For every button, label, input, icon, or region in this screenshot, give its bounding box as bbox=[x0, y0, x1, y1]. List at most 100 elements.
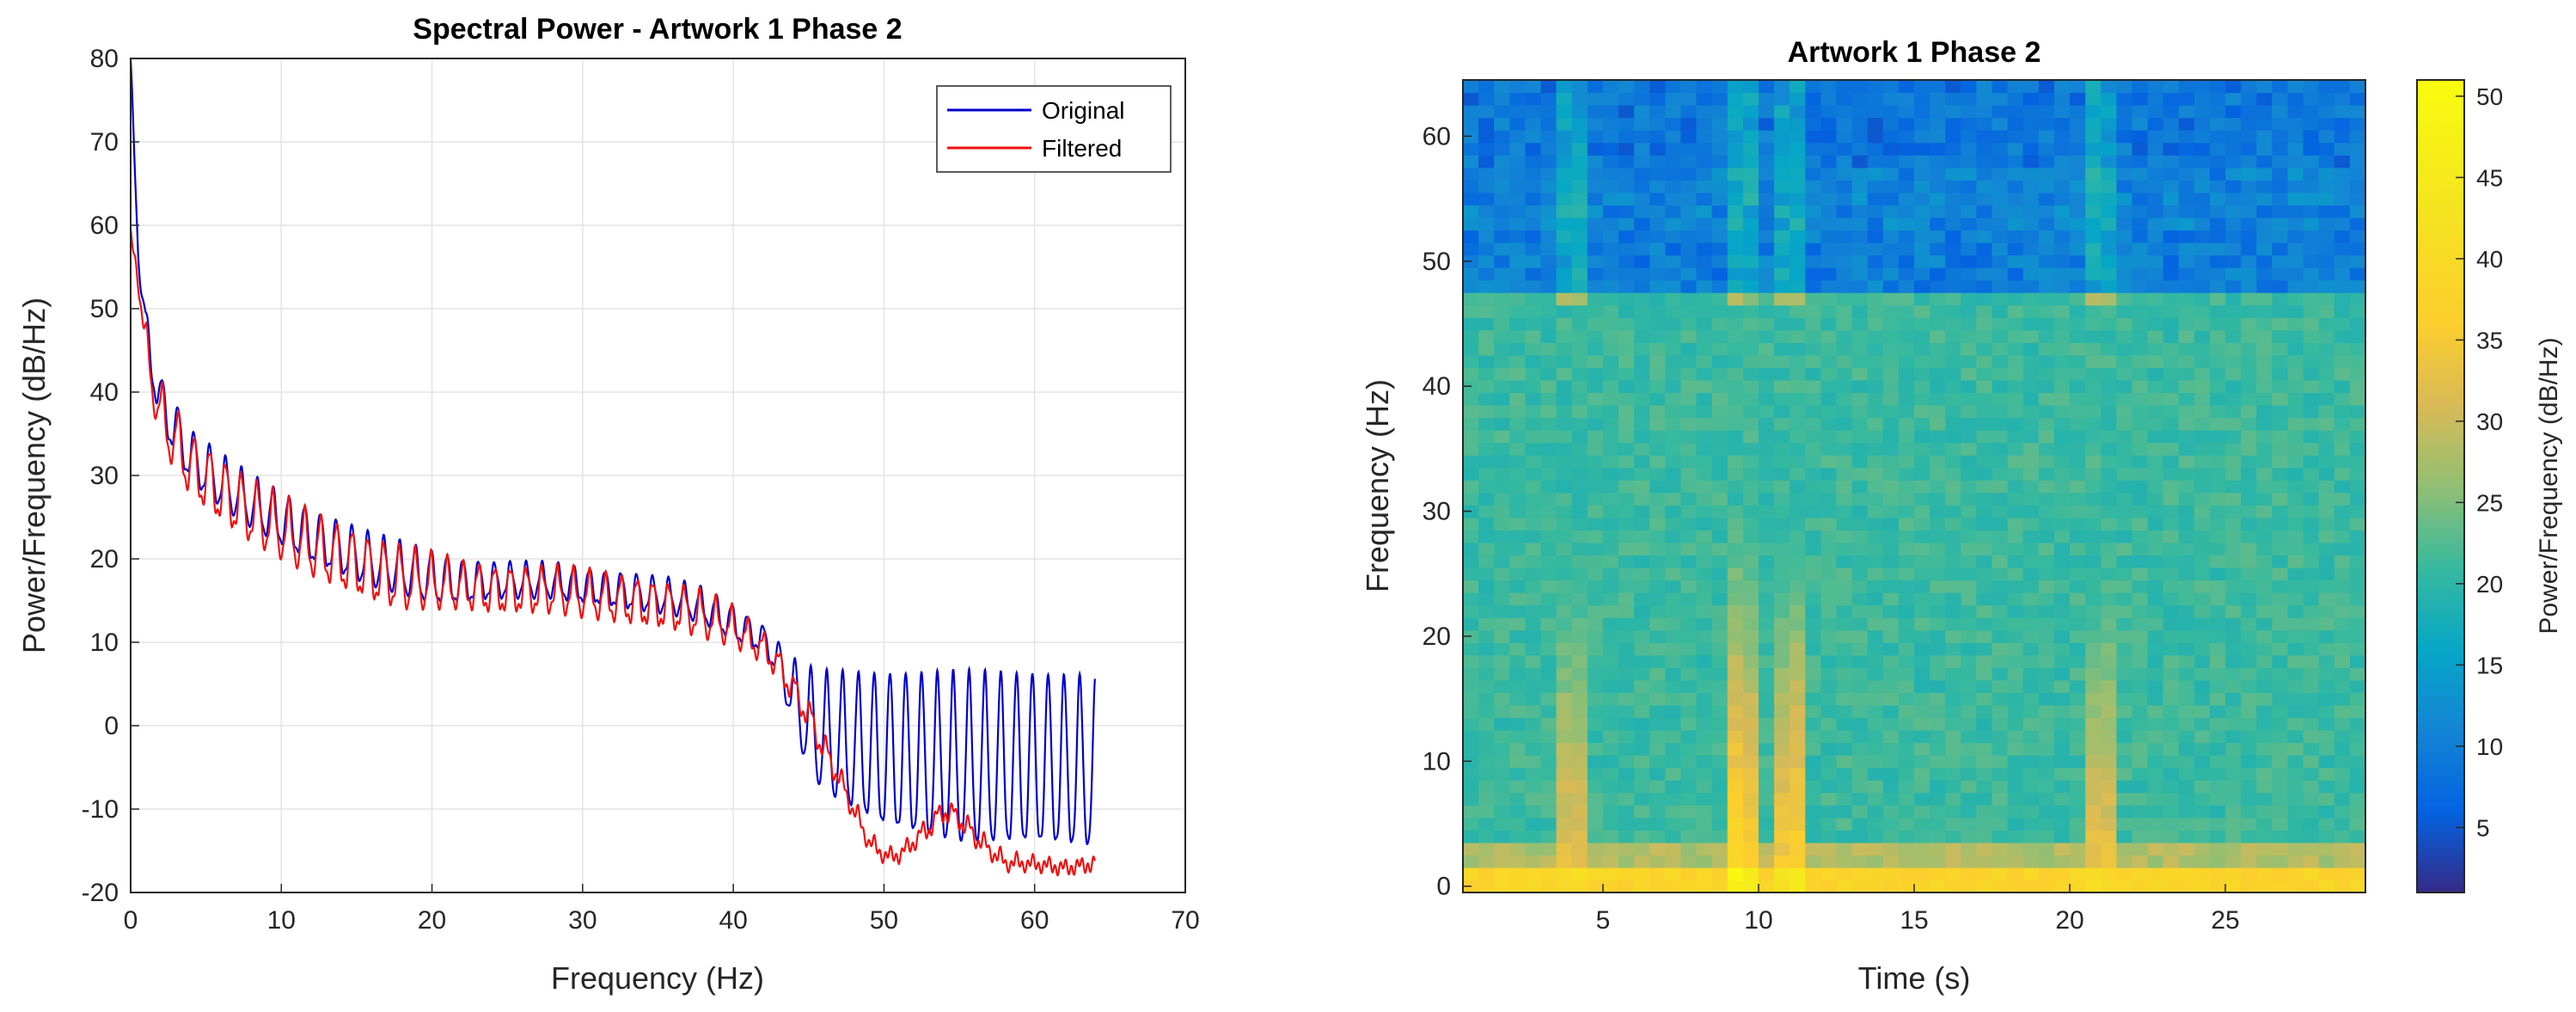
heatmap-cell bbox=[2116, 105, 2133, 119]
heatmap-cell bbox=[1820, 442, 1838, 456]
heatmap-cell bbox=[1618, 505, 1635, 518]
heatmap-cell bbox=[1945, 567, 1961, 581]
heatmap-cell bbox=[2085, 467, 2102, 481]
heatmap-cell bbox=[1680, 567, 1698, 581]
heatmap-cell bbox=[2101, 317, 2117, 331]
heatmap-cell bbox=[1867, 604, 1884, 618]
heatmap-cell bbox=[2022, 354, 2040, 368]
heatmap-cell bbox=[1774, 642, 1790, 656]
heatmap-cell bbox=[1727, 130, 1744, 144]
heatmap-cell bbox=[1945, 604, 1961, 618]
heatmap-cell bbox=[2303, 255, 2320, 268]
heatmap-cell bbox=[1634, 767, 1650, 781]
heatmap-cell bbox=[1711, 367, 1729, 381]
heatmap-cell bbox=[1602, 342, 1619, 356]
heatmap-cell bbox=[2022, 530, 2040, 543]
heatmap-cell bbox=[1649, 767, 1666, 781]
heatmap-cell bbox=[2163, 405, 2180, 419]
heatmap-cell bbox=[1945, 342, 1961, 356]
heatmap-cell bbox=[2147, 567, 2164, 581]
heatmap-cell bbox=[1680, 354, 1698, 368]
heatmap-cell bbox=[1882, 80, 1900, 94]
heatmap-cell bbox=[1851, 817, 1869, 831]
heatmap-cell bbox=[1992, 805, 2009, 819]
heatmap-cell bbox=[2272, 654, 2289, 668]
heatmap-cell bbox=[2287, 580, 2304, 593]
heatmap-cell bbox=[1851, 704, 1869, 719]
heatmap-cell bbox=[2194, 455, 2211, 469]
heatmap-cell bbox=[2007, 604, 2024, 618]
heatmap-cell bbox=[1758, 617, 1775, 631]
heatmap-cell bbox=[1758, 679, 1775, 693]
heatmap-cell bbox=[1587, 304, 1604, 318]
heatmap-cell bbox=[2209, 142, 2226, 156]
heatmap-cell bbox=[1882, 642, 1900, 656]
heatmap-cell bbox=[1634, 205, 1650, 218]
heatmap-cell bbox=[2022, 117, 2040, 131]
heatmap-cell bbox=[1587, 130, 1604, 144]
heatmap-cell bbox=[2101, 342, 2117, 356]
line-legend[interactable]: Original Filtered bbox=[936, 85, 1172, 173]
heatmap-cell bbox=[2318, 830, 2335, 843]
heatmap-cell bbox=[2007, 755, 2024, 769]
heatmap-cell bbox=[1961, 817, 1978, 831]
heatmap-cell bbox=[1774, 629, 1790, 643]
heatmap-cell bbox=[2101, 492, 2117, 506]
heatmap-cell bbox=[2070, 180, 2086, 193]
heatmap-cell bbox=[1930, 467, 1946, 481]
heatmap-cell bbox=[2318, 867, 2335, 881]
heatmap-cell bbox=[2272, 205, 2289, 218]
heatmap-cell bbox=[1790, 304, 1806, 318]
heatmap-cell bbox=[2132, 167, 2149, 181]
heatmap-cell bbox=[2038, 405, 2055, 419]
heatmap-cell bbox=[1618, 855, 1635, 868]
heatmap-cell bbox=[1790, 167, 1806, 181]
heatmap-cell bbox=[1976, 317, 1993, 331]
heatmap-cell bbox=[1509, 855, 1527, 868]
heatmap-cell bbox=[1961, 604, 1978, 618]
heatmap-cell bbox=[1602, 405, 1619, 419]
heatmap-cell bbox=[2241, 92, 2257, 106]
heatmap-cell bbox=[1961, 92, 1978, 106]
heatmap-cell bbox=[1649, 342, 1666, 356]
heatmap-cell bbox=[1790, 530, 1806, 543]
heatmap-cell bbox=[2038, 604, 2055, 618]
heatmap-cell bbox=[1805, 117, 1821, 131]
heatmap-cell bbox=[1820, 167, 1838, 181]
heatmap-cell bbox=[1945, 842, 1961, 856]
heatmap-cell bbox=[2225, 692, 2242, 706]
heatmap-cell bbox=[1961, 230, 1978, 243]
heatmap-cell bbox=[1992, 342, 2009, 356]
heatmap-cell bbox=[1976, 742, 1993, 756]
heatmap-cell bbox=[1602, 417, 1619, 431]
heatmap-cell bbox=[1571, 292, 1588, 306]
heatmap-cell bbox=[1540, 742, 1557, 756]
heatmap-cell bbox=[2085, 780, 2102, 794]
heatmap-cell bbox=[2070, 767, 2086, 781]
heatmap-cell bbox=[1509, 292, 1527, 306]
heatmap-cell bbox=[1587, 392, 1604, 406]
heatmap-cell bbox=[1914, 205, 1930, 218]
heatmap-cell bbox=[2194, 342, 2211, 356]
heatmap-cell bbox=[2038, 567, 2055, 581]
heatmap-cell bbox=[1774, 217, 1790, 231]
heatmap-cell bbox=[1992, 555, 2009, 568]
heatmap-cell bbox=[1665, 317, 1682, 331]
heatmap-cell bbox=[2116, 379, 2133, 394]
heatmap-cell bbox=[1463, 292, 1479, 306]
heatmap-cell bbox=[1961, 430, 1978, 444]
heatmap-cell bbox=[1820, 742, 1838, 756]
heatmap-cell bbox=[2287, 730, 2304, 744]
heatmap-cell bbox=[2209, 367, 2226, 381]
heatmap-cell bbox=[1758, 455, 1775, 469]
heatmap-cell bbox=[1758, 642, 1775, 656]
heatmap-cell bbox=[2303, 367, 2320, 381]
heatmap-cell bbox=[1898, 92, 1915, 106]
heatmap-cell bbox=[2163, 867, 2180, 881]
heatmap-cell bbox=[1602, 329, 1619, 343]
heatmap-cell bbox=[2132, 329, 2149, 343]
heatmap-cell bbox=[1961, 117, 1978, 131]
heatmap-cell bbox=[2070, 304, 2086, 318]
heatmap-cell bbox=[2085, 92, 2102, 106]
heatmap-cell bbox=[1494, 780, 1510, 794]
